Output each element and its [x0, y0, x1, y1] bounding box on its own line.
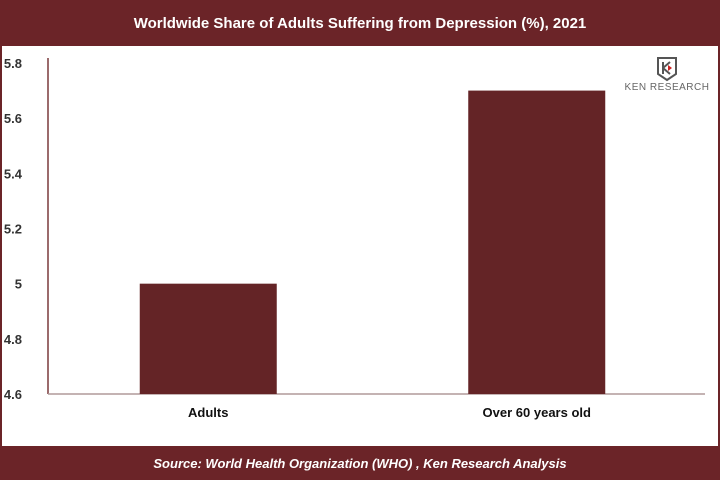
y-tick-label: 5.8 [4, 56, 22, 71]
logo-icon [657, 57, 677, 82]
bar-over-60-years-old [468, 90, 606, 394]
y-tick-label: 4.8 [4, 332, 22, 347]
y-tick-label: 5.2 [4, 222, 22, 237]
x-tick-label: Over 60 years old [483, 405, 591, 420]
ken-research-logo: KEN RESEARCH [622, 56, 712, 93]
y-tick-label: 5.4 [4, 166, 23, 181]
y-tick-label: 5 [15, 277, 22, 292]
bar-adults [139, 283, 277, 394]
y-tick-label: 5.6 [4, 111, 22, 126]
bar-chart: 4.6 4.8 5 5.2 5.4 5.6 5.8 Adults Over 60 years o… [4, 56, 705, 420]
x-tick-label: Adults [188, 405, 228, 420]
source-note: Source: World Health Organization (WHO) … [0, 446, 720, 480]
chart-title: Worldwide Share of Adults Suffering from… [0, 0, 720, 46]
logo-text: KEN RESEARCH [624, 82, 710, 93]
y-tick-label: 4.6 [4, 387, 22, 402]
